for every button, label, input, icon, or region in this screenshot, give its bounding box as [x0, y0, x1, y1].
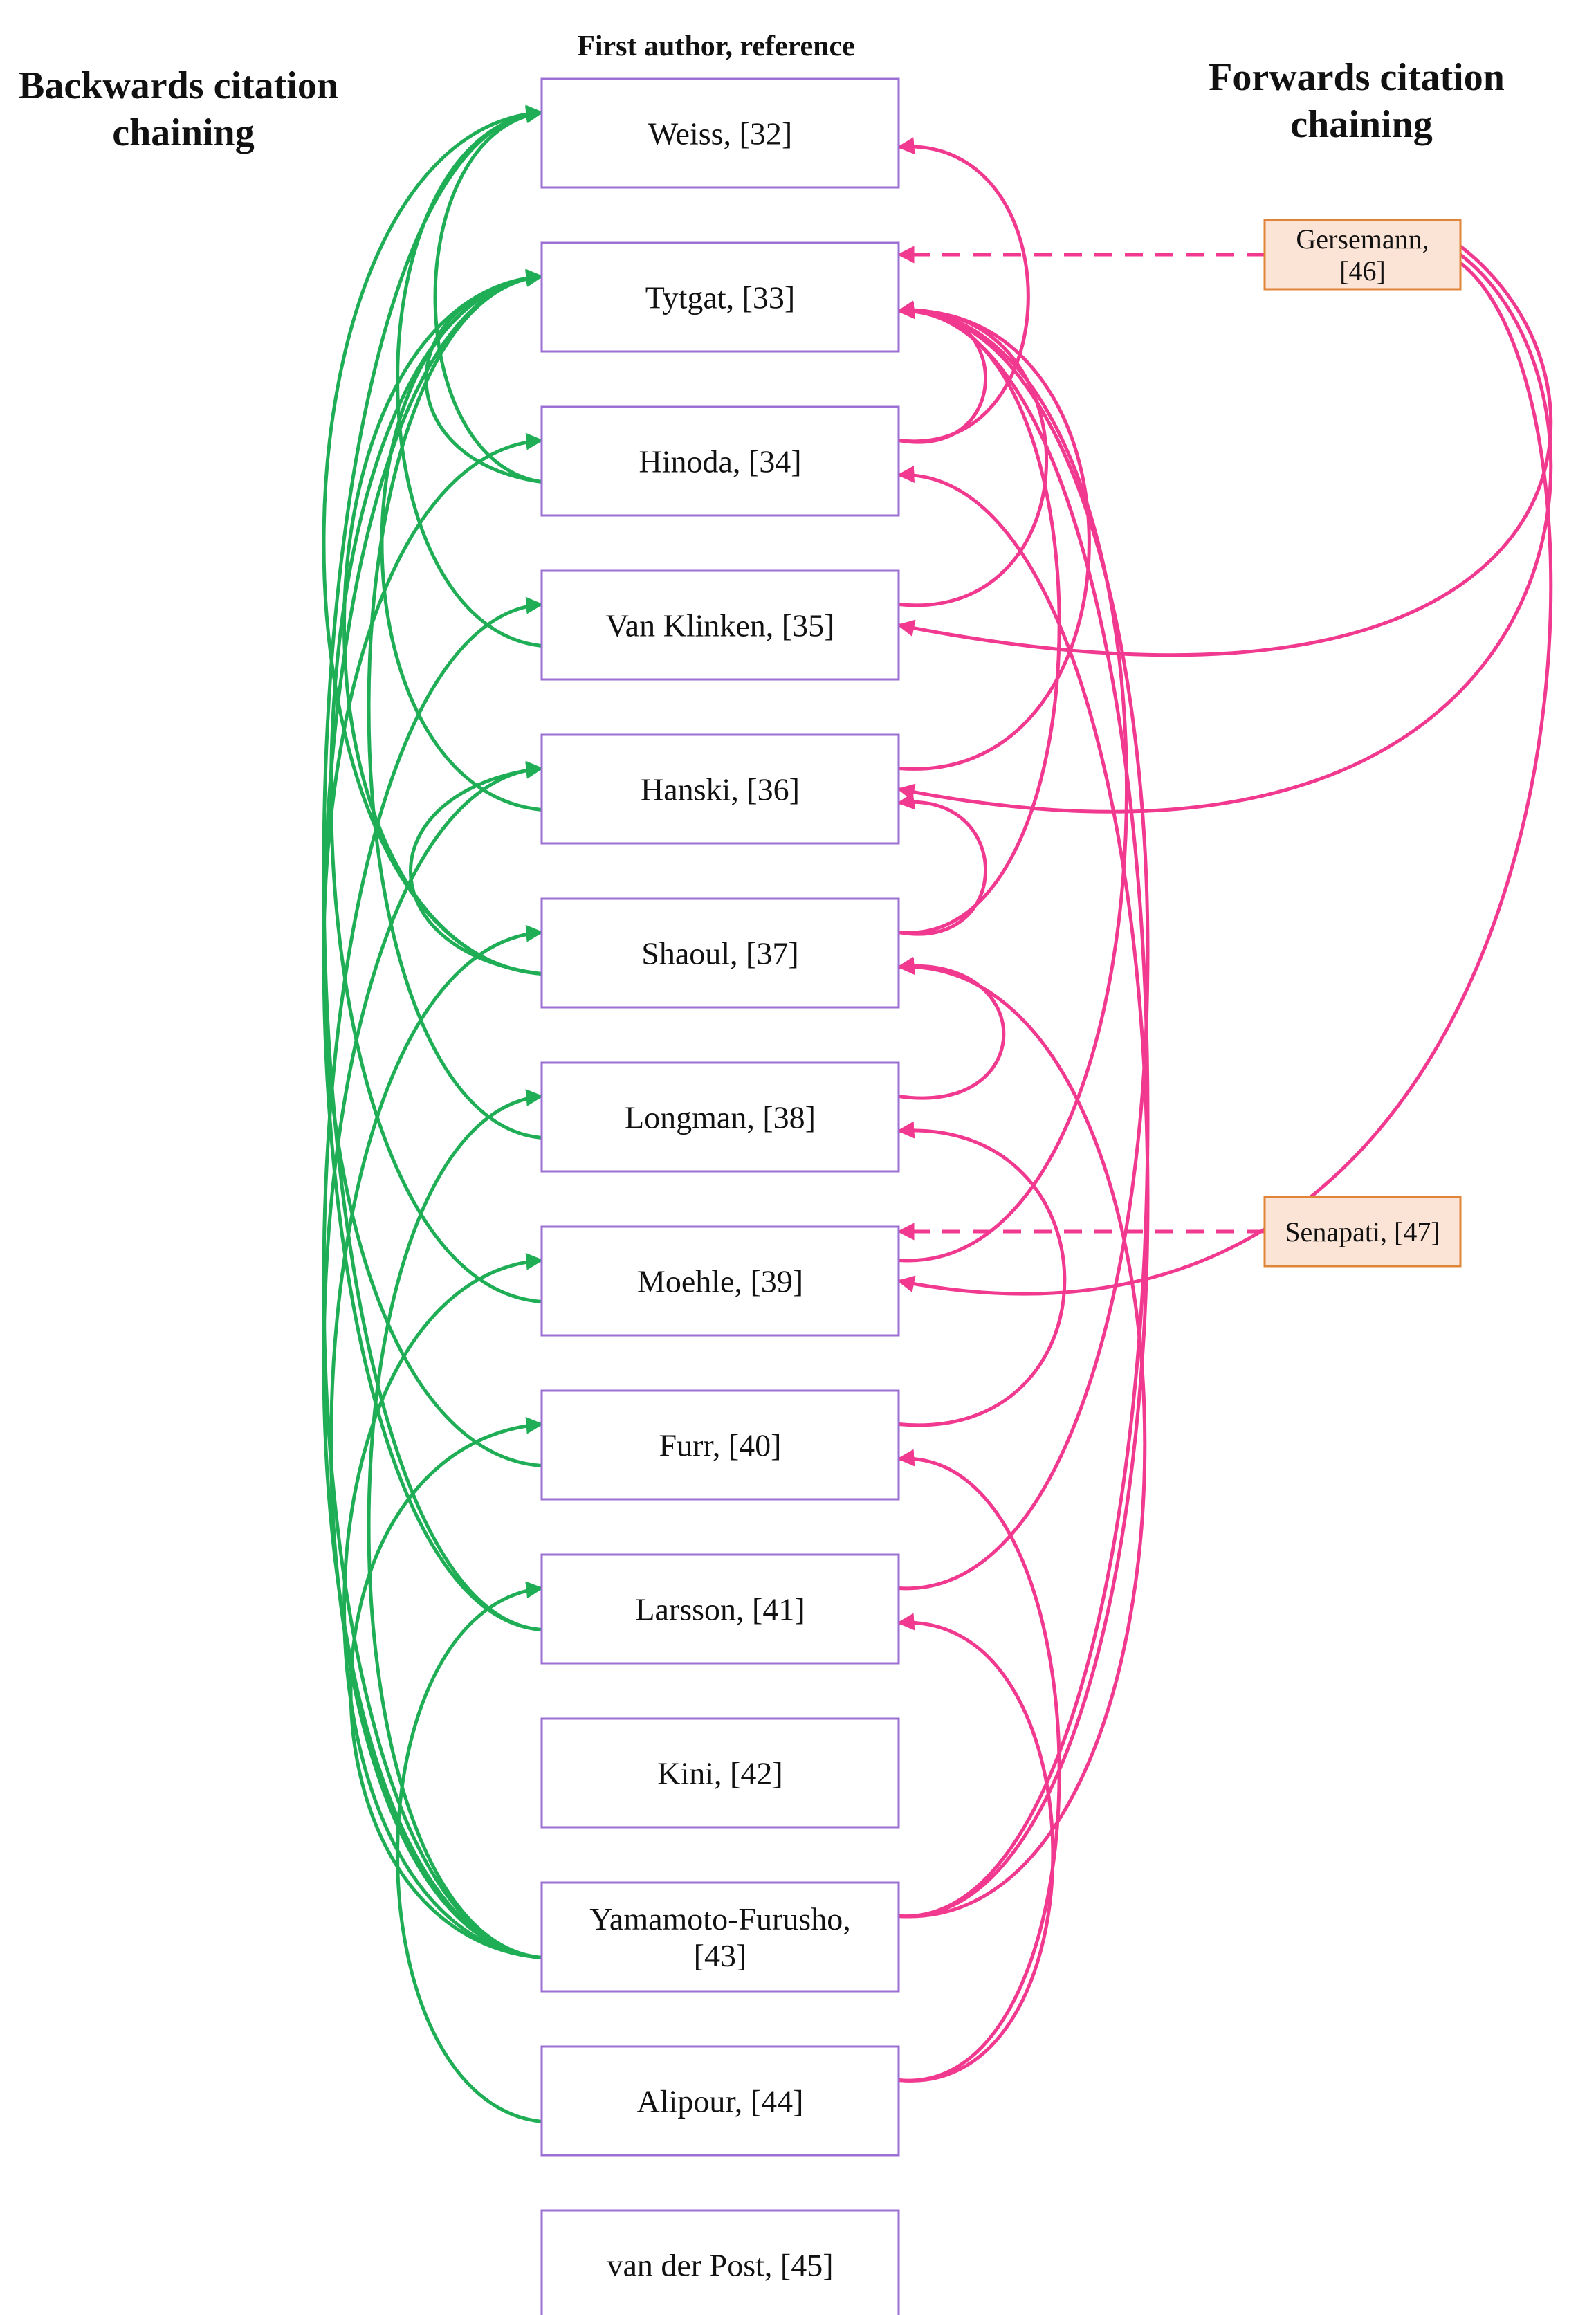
paper-label-yamamoto-0: Yamamoto-Furusho, — [589, 1901, 850, 1937]
paper-label-hinoda-0: Hinoda, [34] — [639, 444, 801, 479]
paper-tytgat: Tytgat, [33] — [540, 241, 900, 353]
paper-box-vanderpost — [540, 2209, 900, 2315]
paper-vanklinken: Van Klinken, [35] — [540, 569, 900, 681]
paper-box-moehle — [540, 1225, 900, 1337]
paper-moehle: Moehle, [39] — [540, 1225, 900, 1337]
forward-edge-hanski-to-tytgat — [897, 301, 1091, 771]
forward-edge-furr-to-longman — [897, 1121, 1067, 1427]
paper-hanski: Hanski, [36] — [540, 733, 900, 845]
backward-edge-yamamoto-to-hanski — [322, 760, 544, 1959]
forward-edge-yamamoto-to-shaoul — [897, 958, 1147, 1919]
paper-label-moehle-0: Moehle, [39] — [637, 1264, 803, 1299]
backward-edge-yamamoto-to-furr — [349, 1416, 544, 1959]
paper-box-larsson — [540, 1553, 900, 1665]
dashed-forward-links — [897, 246, 1265, 1241]
backward-edge-shaoul-to-weiss — [322, 104, 544, 976]
backwards-heading-line-2: chaining — [112, 111, 254, 154]
paper-boxes: Weiss, [32] Tytgat, [33] Hinoda, [34] Van K… — [540, 77, 1462, 2315]
paper-box-yamamoto — [540, 1881, 900, 1993]
paper-larsson: Larsson, [41] — [540, 1553, 900, 1665]
forward-edge-alipour-to-furr — [897, 1449, 1061, 2083]
paper-box-alipour — [540, 2045, 900, 2157]
forward-paper-gersemann: Gersemann,[46] — [1263, 219, 1462, 291]
paper-box-hinoda — [540, 405, 900, 517]
paper-yamamoto: Yamamoto-Furusho,[43] — [540, 1881, 900, 1993]
backward-edge-larsson-to-tytgat — [322, 268, 544, 1631]
backward-edge-yamamoto-to-moehle — [342, 1252, 544, 1959]
paper-label-longman-0: Longman, [38] — [625, 1100, 816, 1135]
forward-paper-label-senapati-0: Senapati, [47] — [1285, 1216, 1440, 1247]
paper-shaoul: Shaoul, [37] — [540, 897, 900, 1009]
paper-label-shaoul-0: Shaoul, [37] — [641, 936, 798, 971]
backward-edge-shaoul-to-tytgat — [342, 268, 544, 976]
paper-box-vanklinken — [540, 569, 900, 681]
backwards-heading-line-1: Backwards citation — [19, 64, 338, 107]
paper-label-tytgat-0: Tytgat, [33] — [645, 280, 796, 315]
paper-box-furr — [540, 1389, 900, 1501]
backward-edge-yamamoto-to-shaoul — [329, 924, 544, 1959]
paper-box-kini — [540, 1717, 900, 1829]
forward-edge-hinoda-to-weiss — [897, 137, 1030, 443]
forward-paper-label-gersemann-1: [46] — [1339, 255, 1386, 286]
forward-edge-gersemann-to-vanklinken — [897, 245, 1553, 657]
forward-edge-gersemann-to-moehle — [897, 262, 1553, 1296]
forward-edge-larsson-to-tytgat — [897, 302, 1150, 1591]
paper-hinoda: Hinoda, [34] — [540, 405, 900, 517]
forward-edge-gersemann-to-hanski — [897, 253, 1553, 814]
backward-edge-vanklinken-to-weiss — [396, 105, 544, 648]
forward-edge-yamamoto-to-hinoda — [897, 466, 1150, 1919]
paper-box-weiss — [540, 77, 900, 189]
paper-label-alipour-0: Alipour, [44] — [637, 2084, 804, 2119]
paper-weiss: Weiss, [32] — [540, 77, 900, 189]
paper-longman: Longman, [38] — [540, 1061, 900, 1173]
paper-label-weiss-0: Weiss, [32] — [648, 116, 792, 152]
forward-paper-box-senapati — [1263, 1196, 1462, 1268]
paper-box-longman — [540, 1061, 900, 1173]
paper-label-vanderpost-0: van der Post, [45] — [607, 2248, 833, 2283]
paper-box-hanski — [540, 733, 900, 845]
forward-edge-vanklinken-to-tytgat — [897, 301, 1048, 607]
center-column-heading: First author, reference — [577, 30, 855, 62]
forward-edge-longman-to-shaoul — [897, 956, 1006, 1100]
forward-edge-moehle-to-tytgat — [897, 302, 1129, 1263]
forwards-heading-line-1: Forwards citation — [1209, 56, 1505, 99]
backward-citation-edges — [322, 104, 544, 2123]
forward-citation-edges — [897, 137, 1553, 2083]
forward-edge-shaoul-to-hanski — [897, 792, 988, 936]
paper-vanderpost: van der Post, [45] — [540, 2209, 900, 2315]
paper-label-vanklinken-0: Van Klinken, [35] — [606, 608, 835, 643]
forwards-heading: Forwards citation chaining — [1209, 56, 1514, 146]
paper-box-shaoul — [540, 897, 900, 1009]
forward-paper-box-gersemann — [1263, 219, 1462, 291]
backward-edge-yamamoto-to-longman — [367, 1089, 544, 1959]
forward-paper-label-gersemann-0: Gersemann, — [1296, 223, 1429, 255]
paper-kini: Kini, [42] — [540, 1717, 900, 1829]
paper-label-hanski-0: Hanski, [36] — [641, 772, 800, 807]
forward-edge-yamamoto-to-tytgat — [897, 302, 1150, 1919]
paper-label-yamamoto-1: [43] — [694, 1938, 747, 1973]
backward-edge-alipour-to-larsson — [396, 1581, 544, 2123]
backwards-heading: Backwards citation chaining — [19, 64, 348, 154]
backward-edge-hinoda-to-tytgat — [424, 270, 544, 484]
forwards-heading-line-2: chaining — [1290, 103, 1432, 146]
backward-edge-shaoul-to-hanski — [409, 761, 544, 976]
backward-edge-furr-to-hinoda — [322, 432, 544, 1467]
paper-furr: Furr, [40] — [540, 1389, 900, 1501]
paper-box-tytgat — [540, 241, 900, 353]
forward-paper-senapati: Senapati, [47] — [1263, 1196, 1462, 1268]
paper-alipour: Alipour, [44] — [540, 2045, 900, 2157]
forward-edge-alipour-to-larsson — [897, 1613, 1055, 2083]
backward-edge-yamamoto-to-vanklinken — [322, 596, 544, 1959]
paper-label-kini-0: Kini, [42] — [657, 1756, 782, 1791]
paper-label-larsson-0: Larsson, [41] — [635, 1592, 805, 1627]
paper-label-furr-0: Furr, [40] — [659, 1428, 781, 1463]
backward-edge-longman-to-tytgat — [367, 269, 544, 1140]
backward-edge-larsson-to-weiss — [322, 104, 544, 1631]
